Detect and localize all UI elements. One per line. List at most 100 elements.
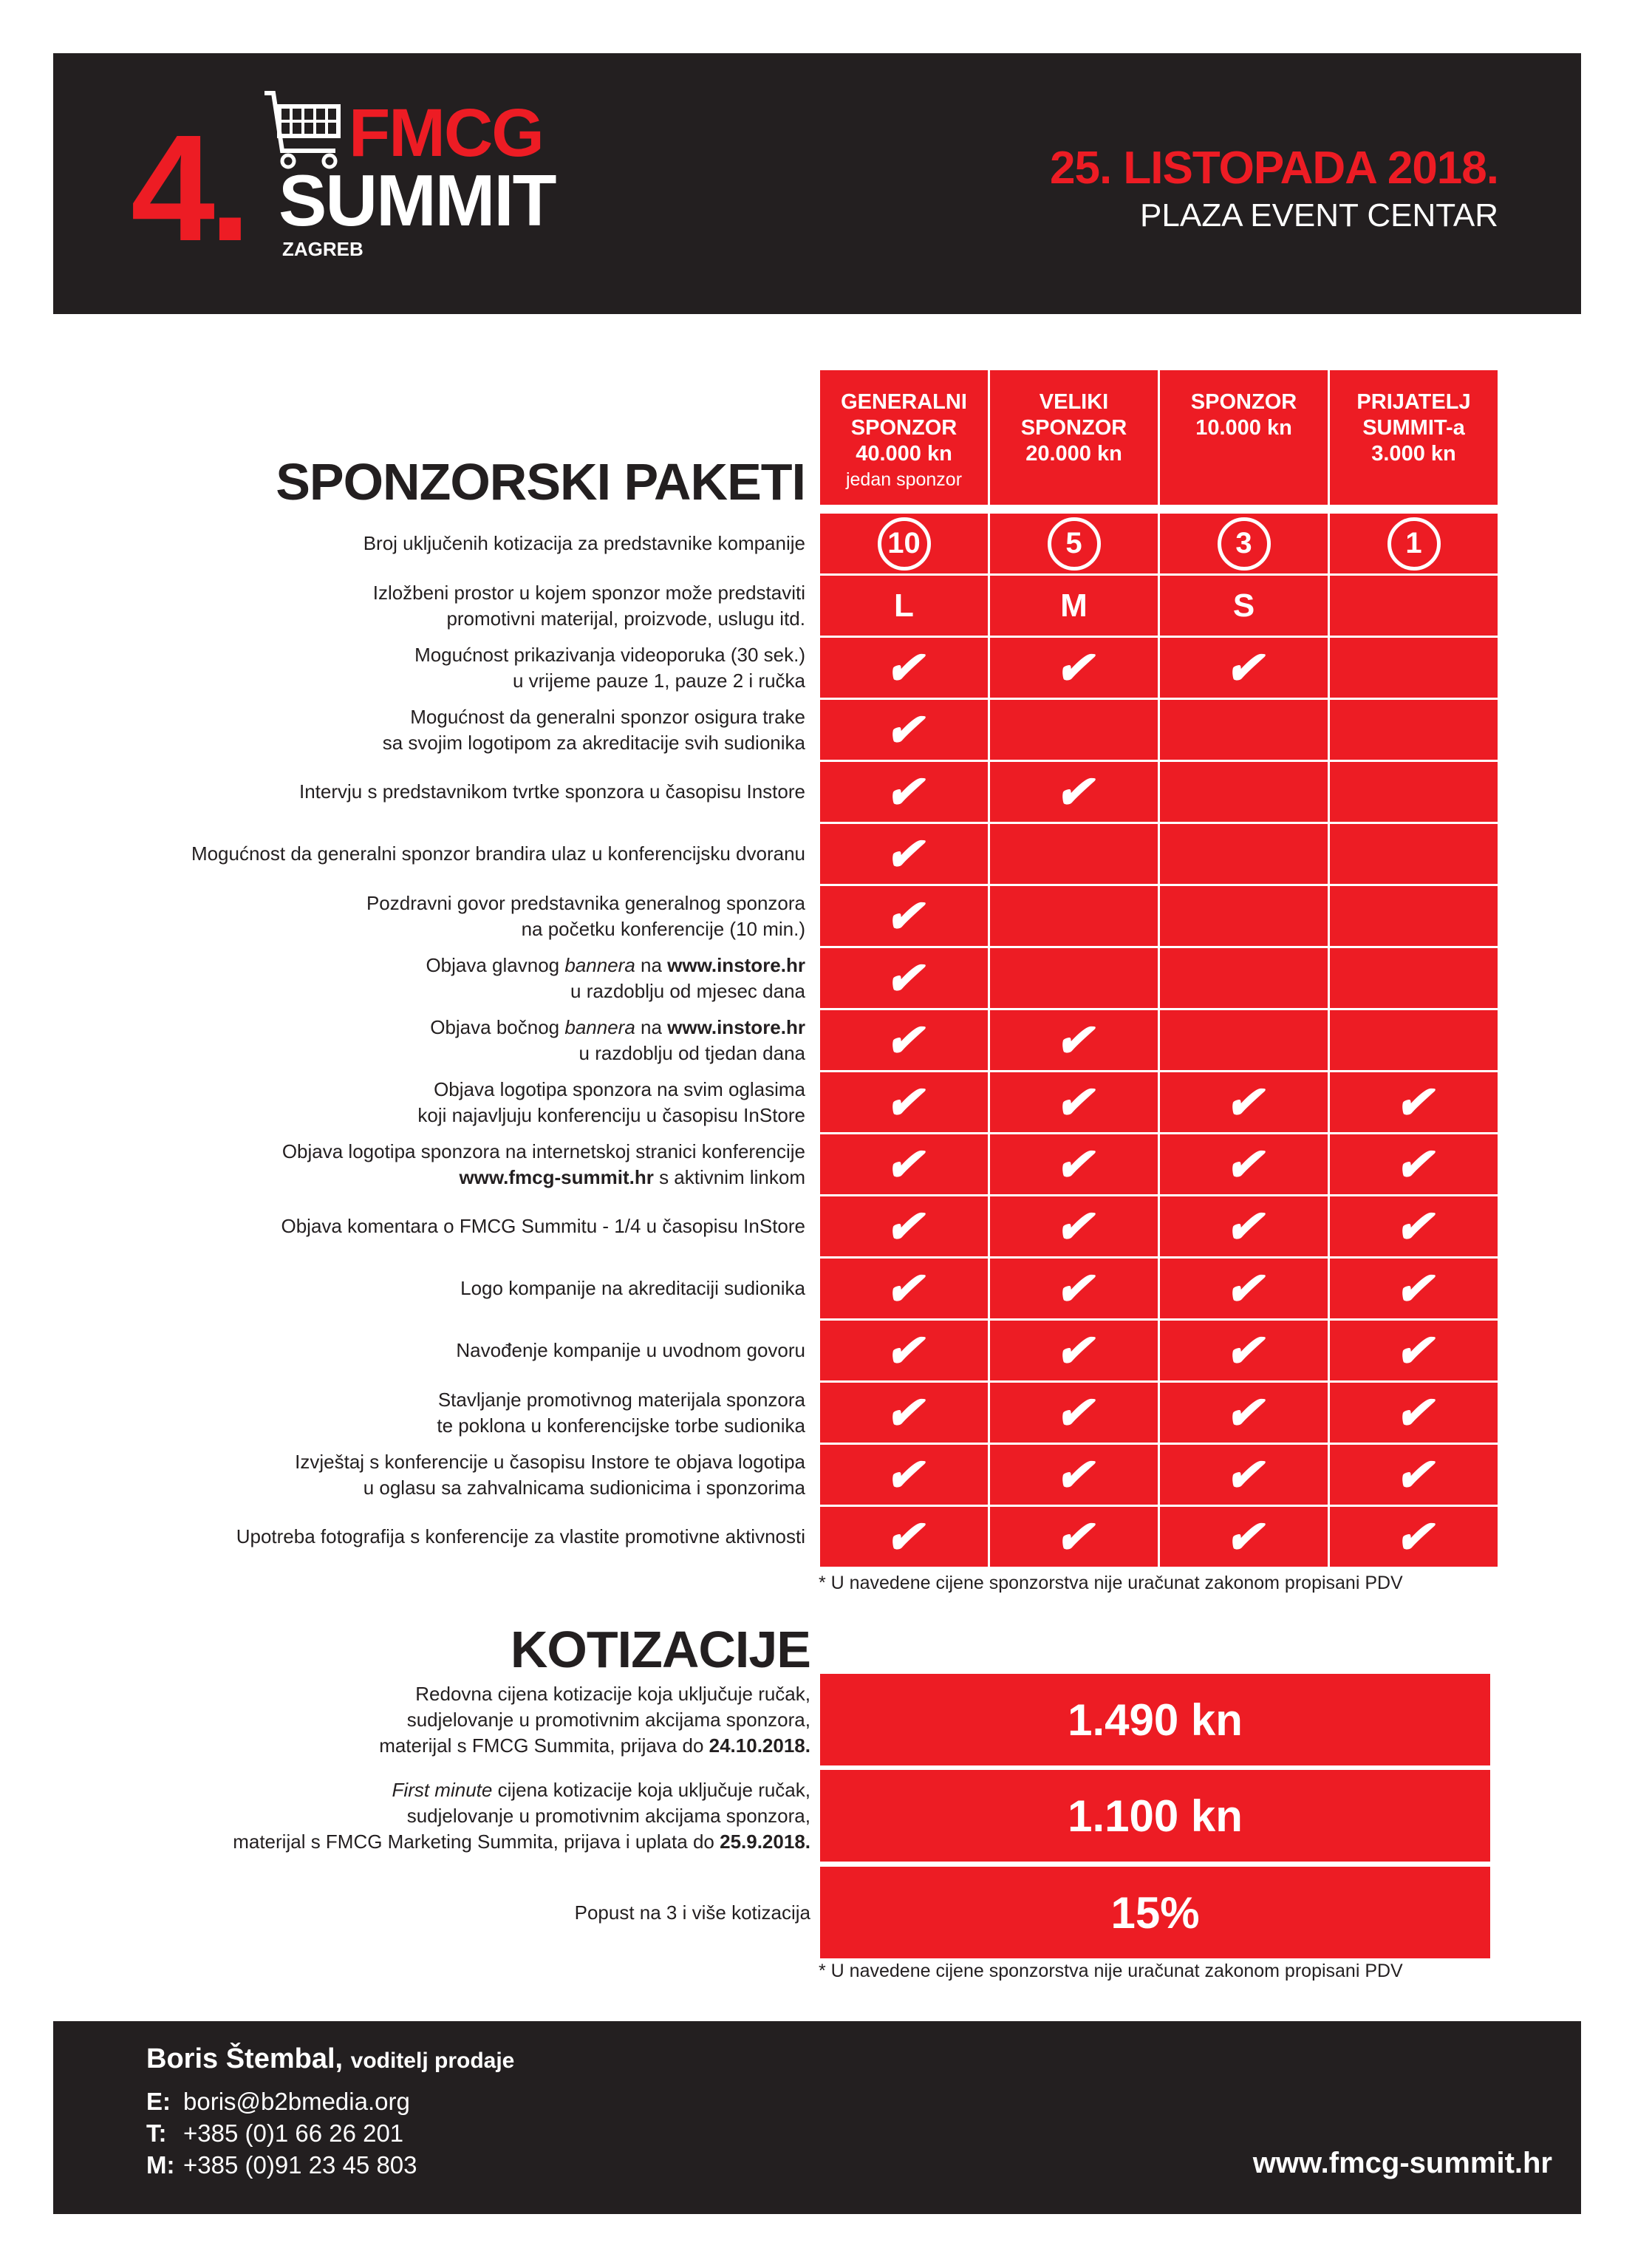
label-line: Mogućnost da generalni sponzor brandira … <box>66 841 805 867</box>
label-segment: Objava glavnog <box>426 953 565 976</box>
table-cell: ✔ <box>990 1383 1158 1443</box>
label-segment: u razdoblju od mjesec dana <box>570 979 805 1002</box>
fee-price-box: 1.490 kn <box>820 1674 1490 1765</box>
label-segment: First minute <box>392 1778 493 1801</box>
check-icon: ✔ <box>1224 1264 1263 1315</box>
check-icon: ✔ <box>1394 1512 1433 1563</box>
check-icon: ✔ <box>884 643 924 694</box>
packages-title: SPONZORSKI PAKETI <box>276 453 806 511</box>
label-segment: Intervju s predstavnikom tvrtke sponzora… <box>299 780 805 803</box>
check-icon: ✔ <box>884 705 924 756</box>
table-cell <box>1330 762 1498 822</box>
check-icon: ✔ <box>1224 1202 1263 1253</box>
table-cell: ✔ <box>1160 1321 1328 1380</box>
website-link[interactable]: www.fmcg-summit.hr <box>1252 2147 1552 2179</box>
table-cell: ✔ <box>820 1072 988 1132</box>
table-cell: ✔ <box>820 824 988 884</box>
check-icon: ✔ <box>884 767 924 818</box>
label-line: Mogućnost prikazivanja videoporuka (30 s… <box>66 642 805 668</box>
label-segment: koji najavljuju konferenciju u časopisu … <box>417 1103 805 1126</box>
table-cell <box>990 824 1158 884</box>
table-cell: ✔ <box>820 700 988 760</box>
label-line: sudjelovanje u promotivnim akcijama spon… <box>72 1803 810 1829</box>
package-header-line: 40.000 kn <box>856 442 952 466</box>
check-icon: ✔ <box>884 829 924 880</box>
contact-email[interactable]: E: boris@b2bmedia.org <box>146 2088 410 2115</box>
label-line: Objava bočnog bannera na www.instore.hr <box>66 1015 805 1041</box>
check-icon: ✔ <box>884 1015 924 1066</box>
check-icon: ✔ <box>884 1450 924 1501</box>
row-label: Objava glavnog bannera na www.instore.hr… <box>66 948 805 1008</box>
label-segment: Upotreba fotografija s konferencije za v… <box>236 1525 805 1547</box>
check-icon: ✔ <box>1224 1450 1263 1501</box>
table-cell: ✔ <box>1330 1196 1498 1256</box>
table-cell: ✔ <box>990 762 1158 822</box>
footer-banner <box>53 2021 1581 2214</box>
table-cell: 1 <box>1330 514 1498 573</box>
package-header: GENERALNI SPONZOR 40.000 kn jedan sponzor <box>820 370 988 505</box>
fee-price: 15% <box>1110 1887 1200 1938</box>
table-cell <box>1160 762 1328 822</box>
check-icon: ✔ <box>1394 1450 1433 1501</box>
check-icon: ✔ <box>884 1077 924 1128</box>
check-icon: ✔ <box>1054 767 1093 818</box>
table-cell <box>1160 1010 1328 1070</box>
label-line: Pozdravni govor predstavnika generalnog … <box>66 890 805 916</box>
header-banner: 4. FMCG SUMMIT ZAGREB 25. LISTOPADA 2018… <box>53 53 1581 314</box>
label-line: materijal s FMCG Marketing Summita, prij… <box>72 1829 810 1855</box>
table-cell: ✔ <box>1330 1445 1498 1505</box>
label-line: Logo kompanije na akreditaciji sudionika <box>66 1276 805 1301</box>
packages-note: * U navedene cijene sponzorstva nije ura… <box>819 1573 1403 1593</box>
table-cell: ✔ <box>1330 1321 1498 1380</box>
check-icon: ✔ <box>1224 1077 1263 1128</box>
label-segment: Mogućnost da generalni sponzor osigura t… <box>410 705 805 728</box>
row-label: Intervju s predstavnikom tvrtke sponzora… <box>66 762 805 822</box>
label-segment: u oglasu sa zahvalnicama sudionicima i s… <box>363 1476 805 1499</box>
package-header: VELIKI SPONZOR 20.000 kn <box>990 370 1158 505</box>
table-cell: ✔ <box>1330 1259 1498 1318</box>
logo-fmcg: FMCG <box>349 95 545 171</box>
label-segment: bannera <box>564 953 635 976</box>
label-segment: materijal s FMCG Marketing Summita, prij… <box>233 1830 720 1853</box>
label-segment: bannera <box>564 1015 635 1038</box>
check-icon: ✔ <box>1394 1388 1433 1439</box>
table-cell: M <box>990 576 1158 636</box>
event-date: 25. LISTOPADA 2018. <box>1050 143 1499 194</box>
table-cell: ✔ <box>1160 1383 1328 1443</box>
label-segment: sudjelovanje u promotivnim akcijama spon… <box>406 1708 810 1731</box>
label-line: First minute cijena kotizacije koja uklj… <box>72 1777 810 1803</box>
label-line: na početku konferencije (10 min.) <box>66 916 805 942</box>
count-circle: 10 <box>877 517 931 571</box>
table-cell: L <box>820 576 988 636</box>
row-label: Pozdravni govor predstavnika generalnog … <box>66 886 805 946</box>
table-cell: ✔ <box>820 1010 988 1070</box>
label-segment: Broj uključenih kotizacija za predstavni… <box>363 532 805 554</box>
size-label: S <box>1232 587 1255 624</box>
package-header-line: SPONZOR <box>850 416 958 440</box>
package-header-line: 10.000 kn <box>1195 416 1292 440</box>
check-icon: ✔ <box>1054 1077 1093 1128</box>
row-label: Izložbeni prostor u kojem sponzor može p… <box>66 576 805 636</box>
package-header-line: PRIJATELJ <box>1356 390 1471 414</box>
check-icon: ✔ <box>1054 1450 1093 1501</box>
label-line: Izvještaj s konferencije u časopisu Inst… <box>66 1449 805 1475</box>
label-segment: materijal s FMCG Summita, prijava do <box>379 1734 709 1757</box>
row-label: Objava logotipa sponzora na svim oglasim… <box>66 1072 805 1132</box>
table-cell <box>990 700 1158 760</box>
check-icon: ✔ <box>884 1140 924 1191</box>
fee-label: First minute cijena kotizacije koja uklj… <box>72 1770 810 1862</box>
label-segment: Pozdravni govor predstavnika generalnog … <box>366 891 805 914</box>
row-label: Objava komentara o FMCG Summitu - 1/4 u … <box>66 1196 805 1256</box>
package-header: SPONZOR 10.000 kn <box>1160 370 1328 505</box>
table-cell <box>1330 638 1498 698</box>
package-header-sub: jedan sponzor <box>845 469 963 490</box>
fees-title: KOTIZACIJE <box>510 1621 811 1678</box>
row-label: Objava bočnog bannera na www.instore.hr u… <box>66 1010 805 1070</box>
fee-label: Popust na 3 i više kotizacija <box>72 1867 810 1958</box>
check-icon: ✔ <box>884 1202 924 1253</box>
table-cell: S <box>1160 576 1328 636</box>
label-segment: u vrijeme pauze 1, pauze 2 i ručka <box>513 669 805 692</box>
table-cell: ✔ <box>1160 1507 1328 1567</box>
table-cell: ✔ <box>820 1134 988 1194</box>
contact-name-line: Boris Štembal, voditelj prodaje <box>146 2043 514 2075</box>
